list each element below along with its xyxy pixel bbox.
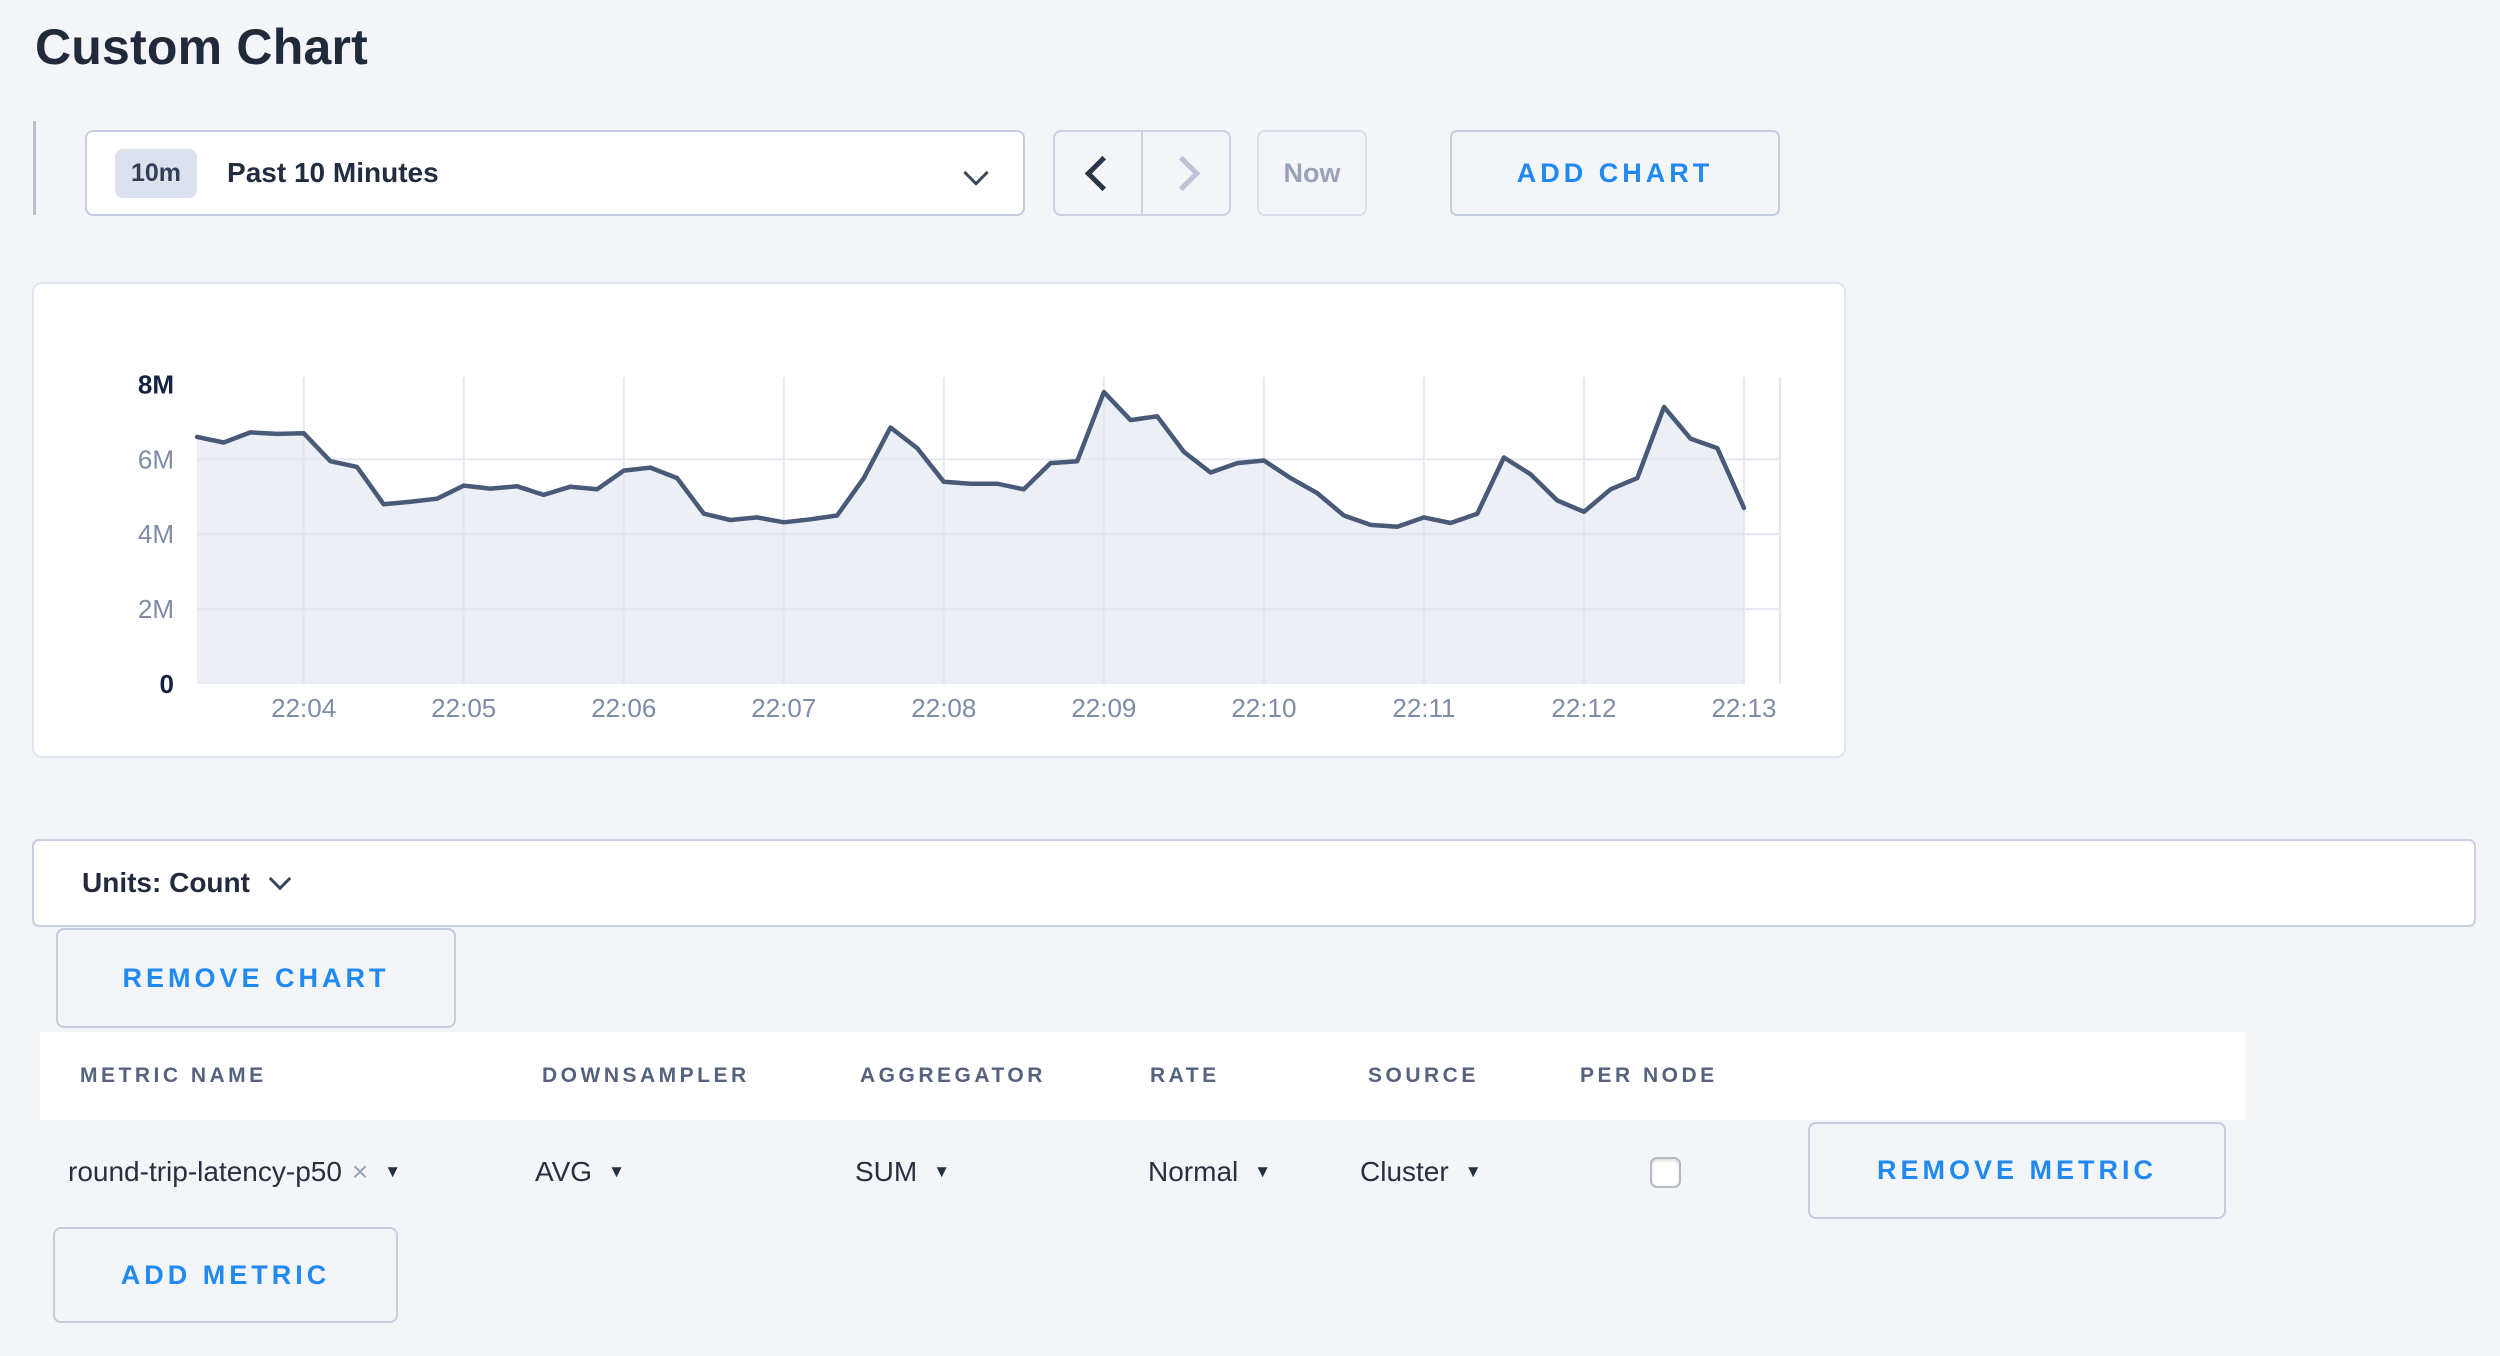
svg-text:22:09: 22:09	[1071, 693, 1136, 723]
rate-value: Normal	[1148, 1156, 1239, 1187]
caret-down-icon: ▼	[384, 1162, 402, 1181]
column-header-metric-name: METRIC NAME	[80, 1064, 267, 1087]
remove-tag-icon[interactable]: ×	[351, 1156, 369, 1187]
source-value: Cluster	[1360, 1156, 1449, 1187]
svg-text:22:05: 22:05	[431, 693, 496, 723]
time-window-label: Past 10 Minutes	[227, 157, 439, 188]
svg-text:22:07: 22:07	[751, 693, 816, 723]
metrics-table-header: METRIC NAME DOWNSAMPLER AGGREGATOR RATE …	[40, 1032, 2245, 1120]
chevron-right-icon	[1164, 155, 1200, 191]
time-window-badge: 10m	[115, 148, 198, 198]
time-window-dropdown[interactable]: 10m Past 10 Minutes	[85, 130, 1025, 216]
chevron-left-icon	[1084, 155, 1120, 191]
toolbar-divider	[33, 121, 36, 215]
per-node-cell	[1650, 1120, 1681, 1224]
svg-text:2M: 2M	[138, 594, 174, 624]
now-button[interactable]: Now	[1257, 130, 1367, 216]
metric-row: round-trip-latency-p50 × ▼ AVG ▼ SUM ▼ N…	[40, 1120, 2245, 1224]
add-metric-button[interactable]: ADD METRIC	[53, 1227, 398, 1323]
metric-name-value: round-trip-latency-p50	[68, 1156, 342, 1187]
rate-dropdown[interactable]: Normal ▼	[1148, 1120, 1271, 1224]
column-header-rate: RATE	[1150, 1064, 1220, 1087]
downsampler-value: AVG	[535, 1156, 593, 1187]
svg-text:22:13: 22:13	[1711, 693, 1776, 723]
metric-name-dropdown[interactable]: round-trip-latency-p50 × ▼	[68, 1120, 401, 1224]
svg-text:22:11: 22:11	[1392, 693, 1455, 723]
chevron-down-icon	[268, 867, 292, 891]
aggregator-dropdown[interactable]: SUM ▼	[855, 1120, 950, 1224]
time-nav-group	[1053, 130, 1231, 216]
svg-text:22:10: 22:10	[1231, 693, 1296, 723]
svg-text:0: 0	[160, 669, 174, 699]
units-label: Units: Count	[82, 867, 250, 898]
svg-text:22:04: 22:04	[271, 693, 336, 723]
caret-down-icon: ▼	[1464, 1162, 1482, 1181]
time-back-button[interactable]	[1055, 132, 1141, 214]
column-header-downsampler: DOWNSAMPLER	[542, 1064, 750, 1087]
svg-text:8M: 8M	[138, 369, 174, 399]
chart-card: 0 2M 4M 6M 8M 22:04 22:05 22:06 22:07 22:08 22:09 2…	[32, 282, 1846, 758]
page-title: Custom Chart	[35, 19, 368, 75]
time-forward-button[interactable]	[1141, 132, 1229, 214]
svg-text:22:08: 22:08	[911, 693, 976, 723]
downsampler-dropdown[interactable]: AVG ▼	[535, 1120, 625, 1224]
svg-text:22:06: 22:06	[591, 693, 656, 723]
units-dropdown[interactable]: Units: Count	[32, 839, 2476, 927]
column-header-source: SOURCE	[1368, 1064, 1479, 1087]
latency-area-chart: 0 2M 4M 6M 8M 22:04 22:05 22:06 22:07 22:08 22:09 2…	[138, 369, 1781, 723]
svg-text:6M: 6M	[138, 444, 174, 474]
caret-down-icon: ▼	[608, 1162, 625, 1181]
column-header-aggregator: AGGREGATOR	[860, 1064, 1046, 1087]
remove-metric-button[interactable]: REMOVE METRIC	[1808, 1122, 2226, 1219]
svg-text:4M: 4M	[138, 519, 174, 549]
source-dropdown[interactable]: Cluster ▼	[1360, 1120, 1482, 1224]
chevron-down-icon	[963, 160, 989, 186]
svg-text:22:12: 22:12	[1551, 693, 1616, 723]
caret-down-icon: ▼	[1254, 1162, 1272, 1181]
aggregator-value: SUM	[855, 1156, 918, 1187]
add-chart-button[interactable]: ADD CHART	[1450, 130, 1780, 216]
caret-down-icon: ▼	[933, 1162, 951, 1181]
per-node-checkbox[interactable]	[1650, 1156, 1681, 1188]
column-header-per-node: PER NODE	[1580, 1064, 1718, 1087]
remove-chart-button[interactable]: REMOVE CHART	[56, 928, 456, 1028]
